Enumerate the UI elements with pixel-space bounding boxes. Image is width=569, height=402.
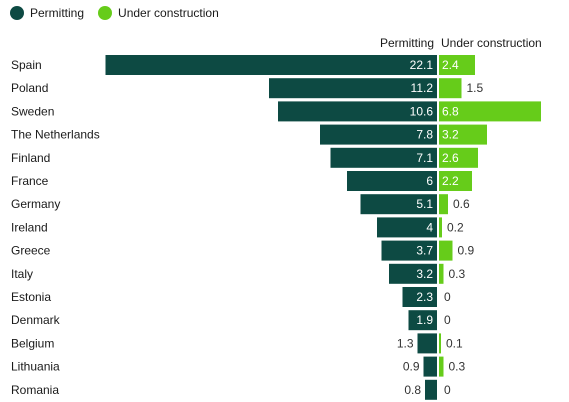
permitting-value-italy: 3.2: [416, 267, 433, 281]
column-header-under-construction: Under construction: [441, 36, 542, 50]
construction-bar-france: [439, 171, 472, 191]
construction-value-belgium: 0.1: [446, 336, 463, 350]
permitting-value-finland: 7.1: [416, 151, 433, 165]
permitting-value-poland: 11.2: [411, 81, 434, 95]
permitting-bar-finland: [330, 147, 437, 168]
permitting-bar-poland: [269, 78, 437, 99]
category-label-greece: Greece: [11, 244, 51, 258]
construction-value-lithuania: 0.3: [449, 360, 466, 374]
permitting-value-germany: 5.1: [416, 197, 433, 211]
construction-bar-italy: [439, 263, 444, 284]
permitting-bar-france: [347, 171, 437, 191]
permitting-bar-denmark: [408, 310, 437, 331]
legend-item-permitting: Permitting: [10, 6, 84, 20]
permitting-bar-spain: [105, 55, 437, 75]
construction-value-the-netherlands: 3.2: [442, 128, 459, 142]
permitting-value-sweden: 10.6: [410, 104, 434, 118]
permitting-value-denmark: 1.9: [416, 313, 433, 327]
legend-swatch-under-construction: [98, 6, 113, 20]
construction-bar-poland: [439, 78, 462, 99]
category-label-romania: Romania: [11, 383, 59, 397]
construction-bar-finland: [439, 147, 478, 168]
category-label-sweden: Sweden: [11, 104, 54, 118]
legend-label-permitting: Permitting: [30, 6, 85, 20]
construction-bar-lithuania: [439, 356, 444, 377]
legend-swatch-permitting: [10, 6, 24, 20]
construction-bar-spain: [439, 55, 475, 75]
permitting-value-ireland: 4: [426, 220, 433, 234]
chart-legend: Permitting Under construction: [10, 6, 233, 20]
permitting-value-estonia: 2.3: [416, 290, 433, 304]
permitting-bar-italy: [389, 263, 437, 284]
legend-item-under-construction: Under construction: [98, 6, 219, 20]
category-label-lithuania: Lithuania: [11, 360, 60, 374]
permitting-value-romania: 0.8: [404, 383, 421, 397]
permitting-bar-germany: [360, 194, 437, 215]
permitting-bar-lithuania: [423, 356, 437, 377]
category-label-spain: Spain: [11, 58, 42, 72]
category-label-france: France: [11, 174, 49, 188]
construction-bar-sweden: [439, 101, 541, 122]
construction-value-spain: 2.4: [442, 58, 459, 72]
construction-value-greece: 0.9: [458, 244, 475, 258]
category-label-denmark: Denmark: [11, 313, 61, 327]
permitting-bar-the-netherlands: [320, 124, 437, 145]
permitting-value-lithuania: 0.9: [403, 360, 420, 374]
permitting-value-belgium: 1.3: [397, 336, 414, 350]
category-label-ireland: Ireland: [11, 220, 48, 234]
construction-bar-germany: [439, 194, 448, 215]
category-label-finland: Finland: [11, 151, 50, 165]
construction-value-romania: 0: [444, 383, 451, 397]
permitting-value-france: 6: [426, 174, 433, 188]
construction-value-denmark: 0: [444, 313, 451, 327]
permitting-value-spain: 22.1: [410, 58, 434, 72]
column-header-permitting: Permitting: [379, 36, 434, 50]
construction-value-germany: 0.6: [453, 197, 470, 211]
permitting-value-the-netherlands: 7.8: [416, 128, 433, 142]
permitting-bar-ireland: [377, 217, 437, 238]
permitting-bar-estonia: [402, 287, 437, 307]
construction-bar-greece: [439, 240, 453, 261]
construction-bar-the-netherlands: [439, 124, 487, 145]
permitting-bar-belgium: [417, 333, 437, 354]
category-label-belgium: Belgium: [11, 336, 54, 350]
construction-value-italy: 0.3: [449, 267, 466, 281]
category-label-estonia: Estonia: [11, 290, 51, 304]
permitting-value-greece: 3.7: [416, 244, 433, 258]
construction-value-ireland: 0.2: [447, 220, 464, 234]
category-label-poland: Poland: [11, 81, 48, 95]
construction-value-finland: 2.6: [442, 151, 459, 165]
construction-bar-belgium: [439, 333, 441, 354]
permitting-bar-romania: [425, 379, 437, 400]
construction-value-france: 2.2: [442, 174, 459, 188]
legend-label-under-construction: Under construction: [118, 6, 219, 20]
permitting-bar-sweden: [278, 101, 437, 122]
category-label-the-netherlands: The Netherlands: [11, 128, 100, 142]
construction-value-poland: 1.5: [467, 81, 484, 95]
construction-bar-ireland: [439, 217, 442, 238]
category-label-italy: Italy: [11, 267, 33, 281]
permitting-bar-greece: [381, 240, 437, 261]
construction-value-sweden: 6.8: [442, 104, 459, 118]
construction-value-estonia: 0: [444, 290, 451, 304]
category-label-germany: Germany: [11, 197, 60, 211]
